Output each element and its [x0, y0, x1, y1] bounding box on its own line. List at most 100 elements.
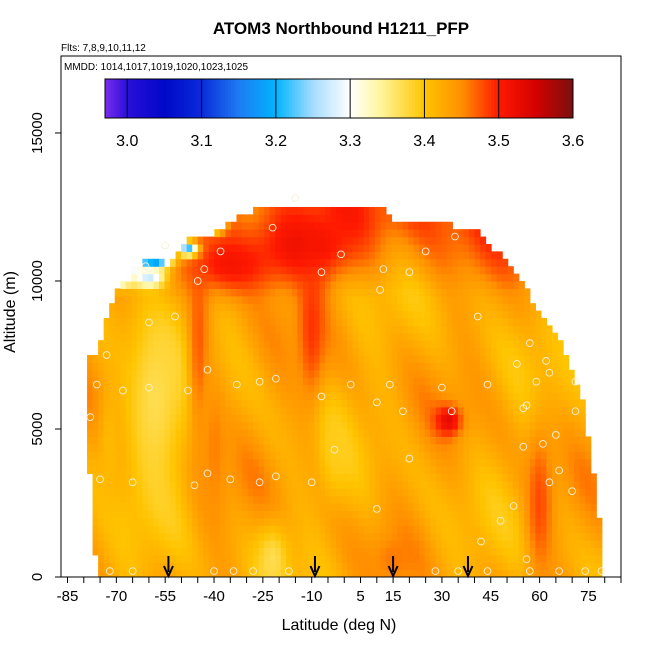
- heatmap-cell: [358, 273, 365, 282]
- heatmap-cell: [208, 236, 215, 245]
- heatmap-cell: [170, 354, 177, 363]
- heatmap-cell: [385, 391, 393, 400]
- heatmap-cell: [363, 332, 370, 341]
- heatmap-cell: [419, 280, 426, 289]
- heatmap-cell: [153, 406, 160, 415]
- heatmap-cell: [540, 554, 548, 563]
- heatmap-cell: [225, 377, 232, 386]
- heatmap-cell: [341, 317, 348, 326]
- heatmap-cell: [358, 303, 365, 312]
- heatmap-cell: [114, 495, 121, 504]
- heatmap-cell: [336, 229, 343, 238]
- heatmap-cell: [325, 303, 332, 312]
- heatmap-cell: [225, 258, 232, 267]
- heatmap-cell: [397, 354, 404, 363]
- heatmap-cell: [98, 436, 105, 445]
- heatmap-cell: [435, 399, 442, 408]
- heatmap-cell: [325, 347, 332, 356]
- heatmap-cell: [480, 273, 487, 282]
- heatmap-cell: [120, 540, 127, 548]
- heatmap-cell: [164, 266, 171, 275]
- heatmap-cell: [153, 480, 160, 489]
- sample-point: [128, 478, 137, 487]
- heatmap-cell: [347, 236, 354, 245]
- heatmap-cell: [502, 488, 509, 497]
- heatmap-cell: [452, 436, 459, 445]
- heatmap-cell: [253, 288, 260, 297]
- heatmap-cell: [336, 480, 343, 489]
- heatmap-cell: [507, 562, 514, 571]
- heatmap-cell: [269, 369, 276, 378]
- heatmap-cell: [540, 399, 548, 408]
- heatmap-cell: [153, 332, 160, 341]
- heatmap-cell: [518, 547, 525, 556]
- heatmap-cell: [463, 377, 470, 386]
- heatmap-cell: [164, 377, 171, 386]
- heatmap-cell: [286, 303, 293, 312]
- heatmap-cell: [463, 436, 470, 445]
- heatmap-cell: [313, 428, 321, 437]
- heatmap-cell: [463, 310, 470, 319]
- heatmap-cell: [142, 502, 149, 511]
- colorbar-segment: [359, 79, 363, 118]
- heatmap-cell: [557, 362, 564, 371]
- heatmap-cell: [186, 517, 193, 526]
- heatmap-cell: [391, 303, 398, 312]
- heatmap-cell: [142, 532, 149, 541]
- heatmap-cell: [513, 295, 520, 304]
- heatmap-cell: [391, 562, 398, 571]
- heatmap-cell: [186, 525, 193, 534]
- heatmap-cell: [175, 480, 182, 489]
- heatmap-cell: [485, 547, 492, 556]
- heatmap-cell: [308, 221, 315, 230]
- heatmap-cell: [319, 421, 326, 430]
- heatmap-cell: [275, 273, 282, 282]
- heatmap-cell: [358, 569, 365, 577]
- heatmap-cell: [496, 317, 503, 326]
- heatmap-cell: [496, 510, 503, 519]
- heatmap-cell: [529, 480, 536, 489]
- heatmap-cell: [480, 414, 487, 423]
- heatmap-cell: [485, 502, 492, 511]
- heatmap-cell: [397, 480, 404, 489]
- heatmap-cell: [568, 547, 575, 556]
- heatmap-cell: [369, 236, 376, 245]
- heatmap-cell: [435, 451, 442, 460]
- heatmap-cell: [242, 391, 249, 400]
- heatmap-cell: [147, 332, 155, 341]
- heatmap-cell: [197, 569, 204, 577]
- heatmap-cell: [192, 510, 199, 519]
- heatmap-cell: [92, 488, 99, 497]
- heatmap-cell: [441, 540, 448, 548]
- heatmap-cell: [385, 406, 393, 415]
- heatmap-cell: [147, 428, 155, 437]
- heatmap-cell: [524, 406, 531, 415]
- heatmap-cell: [435, 303, 442, 312]
- heatmap-cell: [363, 488, 370, 497]
- heatmap-cell: [529, 421, 536, 430]
- colorbar-segment: [157, 79, 162, 118]
- heatmap-cell: [402, 436, 409, 445]
- heatmap-cell: [380, 473, 387, 482]
- heatmap-cell: [275, 465, 282, 474]
- heatmap-cell: [258, 406, 265, 415]
- colorbar: [104, 78, 574, 119]
- colorbar-segment: [210, 79, 214, 118]
- heatmap-cell: [485, 288, 492, 297]
- heatmap-cell: [397, 525, 404, 534]
- heatmap-cell: [247, 510, 254, 519]
- heatmap-cell: [175, 495, 182, 504]
- heatmap-cell: [529, 428, 536, 437]
- heatmap-cell: [325, 317, 332, 326]
- colorbar-segment: [128, 79, 132, 118]
- heatmap-cell: [463, 532, 470, 541]
- heatmap-cell: [363, 525, 370, 534]
- heatmap-cell: [363, 451, 370, 460]
- heatmap-cell: [574, 532, 581, 541]
- heatmap-cell: [142, 525, 149, 534]
- heatmap-cell: [308, 547, 315, 556]
- heatmap-cell: [463, 525, 470, 534]
- heatmap-cell: [253, 473, 260, 482]
- heatmap-cell: [491, 480, 498, 489]
- heatmap-cell: [507, 399, 514, 408]
